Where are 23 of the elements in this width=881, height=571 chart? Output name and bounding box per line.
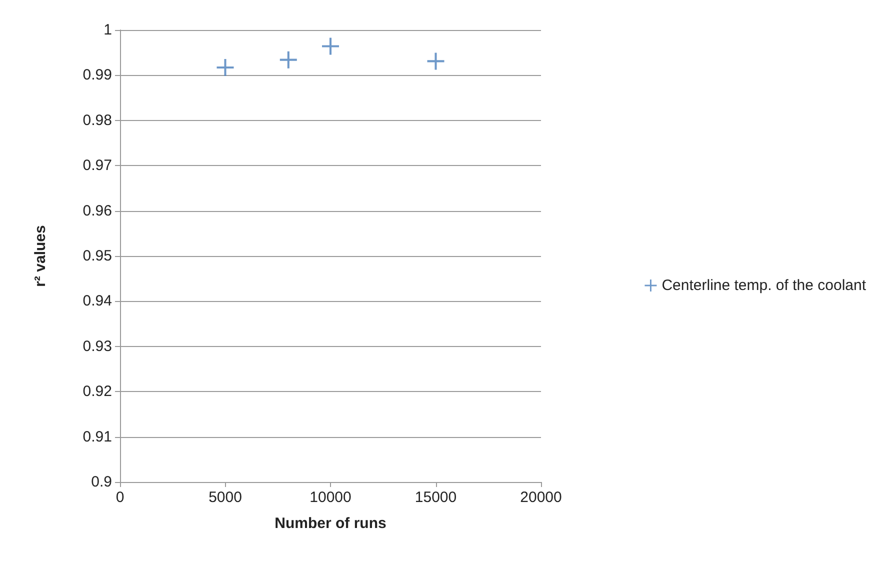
y-tick-label: 0.95 bbox=[82, 248, 112, 264]
y-tick-label: 0.97 bbox=[82, 157, 112, 174]
y-tick-label: 0.93 bbox=[82, 338, 112, 355]
x-tick-label: 10000 bbox=[310, 489, 352, 506]
y-tick-label: 0.91 bbox=[82, 428, 112, 446]
y-axis-title: r² values bbox=[32, 225, 49, 287]
y-tick-label: 0.9 bbox=[91, 474, 112, 490]
legend-label: Centerline temp. of the coolant bbox=[662, 277, 867, 294]
point bbox=[280, 51, 297, 68]
y-tick-label: 1 bbox=[104, 22, 112, 38]
y-tick-label: 0.99 bbox=[82, 66, 112, 84]
y-tick-label: 0.96 bbox=[82, 202, 112, 220]
x-tick-label: 5000 bbox=[208, 489, 242, 506]
x-tick-label: 15000 bbox=[414, 489, 457, 506]
y-tick-label: 0.94 bbox=[82, 292, 112, 310]
point bbox=[427, 52, 444, 70]
x-tick-label: 0 bbox=[116, 489, 124, 506]
x-tick-label: 20000 bbox=[520, 489, 562, 506]
y-tick-label: 0.92 bbox=[82, 383, 112, 400]
x-axis-title: Number of runs bbox=[274, 515, 386, 532]
y-tick-label: 0.98 bbox=[82, 112, 112, 129]
point bbox=[216, 59, 234, 76]
point bbox=[322, 38, 339, 55]
